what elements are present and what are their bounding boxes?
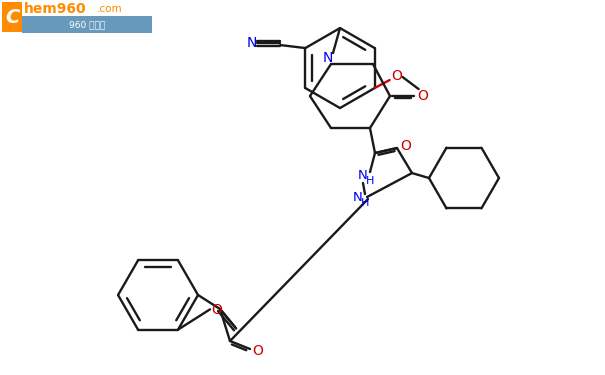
Text: H: H <box>361 198 369 208</box>
Text: N: N <box>353 190 363 204</box>
Text: N: N <box>246 36 257 50</box>
Text: .com: .com <box>97 4 123 14</box>
Text: N: N <box>323 51 333 65</box>
Text: O: O <box>417 89 428 103</box>
Text: hem960: hem960 <box>24 2 87 16</box>
Text: O: O <box>252 344 263 358</box>
Text: H: H <box>366 176 374 186</box>
Text: 960 化工网: 960 化工网 <box>69 21 105 30</box>
Text: N: N <box>358 168 368 182</box>
Text: O: O <box>401 139 411 153</box>
Text: O: O <box>391 69 402 83</box>
Text: O: O <box>212 303 223 317</box>
Bar <box>22 16 152 33</box>
Polygon shape <box>2 2 22 32</box>
Text: C: C <box>5 8 19 27</box>
